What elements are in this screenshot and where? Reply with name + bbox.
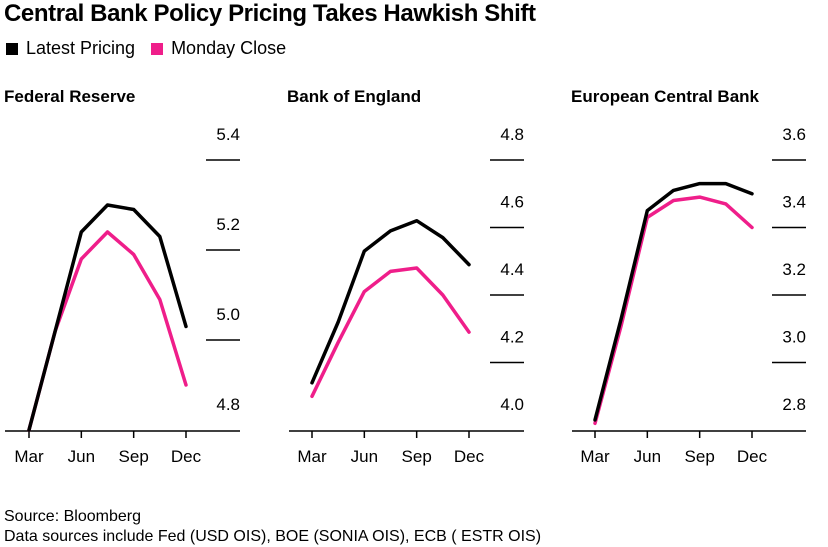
x-tick-label: Sep xyxy=(402,447,432,466)
y-tick-label: 4.8 xyxy=(216,395,240,414)
panel-title: Federal Reserve xyxy=(4,87,135,106)
legend: Latest Pricing Monday Close xyxy=(6,38,302,59)
y-tick-label: 4.0 xyxy=(500,395,524,414)
source-note: Source: Bloomberg Data sources include F… xyxy=(4,507,541,547)
y-tick-label: 4.8 xyxy=(500,125,524,144)
y-tick-label: 3.6 xyxy=(782,125,806,144)
x-tick-label: Mar xyxy=(14,447,44,466)
series-line-monday-close xyxy=(310,266,471,399)
series-line-latest-pricing xyxy=(27,203,188,432)
x-tick-label: Jun xyxy=(351,447,378,466)
y-tick-label: 5.2 xyxy=(216,215,240,234)
series-line-monday-close xyxy=(27,230,188,432)
x-tick-label: Dec xyxy=(171,447,202,466)
y-tick-label: 5.4 xyxy=(216,125,240,144)
chart-panel-1: Federal Reserve 5.4 5.2 5.0 4.8 Mar Jun Sep Dec xyxy=(4,87,240,466)
x-tick-label: Dec xyxy=(737,447,768,466)
x-tick-label: Jun xyxy=(68,447,95,466)
panel-title: Bank of England xyxy=(287,87,421,106)
source-line: Source: Bloomberg xyxy=(4,508,141,525)
x-tick-label: Sep xyxy=(685,447,715,466)
legend-item-monday-close: Monday Close xyxy=(151,38,286,59)
legend-label-latest-pricing: Latest Pricing xyxy=(26,38,136,58)
y-tick-label: 3.4 xyxy=(782,193,806,212)
legend-item-latest-pricing: Latest Pricing xyxy=(6,38,135,59)
y-tick-label: 3.2 xyxy=(782,260,806,279)
y-tick-label: 4.4 xyxy=(500,260,524,279)
chart-title: Central Bank Policy Pricing Takes Hawkis… xyxy=(4,0,536,27)
x-tick-label: Sep xyxy=(119,447,149,466)
legend-label-monday-close: Monday Close xyxy=(171,38,287,58)
chart-panel-3: European Central Bank 3.6 3.4 3.2 3.0 2.8 Mar J… xyxy=(571,87,806,466)
data-sources-line: Data sources include Fed (USD OIS), BOE … xyxy=(4,528,542,545)
y-tick-label: 2.8 xyxy=(782,395,806,414)
legend-swatch-latest-pricing xyxy=(6,42,18,55)
x-tick-label: Dec xyxy=(454,447,485,466)
x-tick-label: Mar xyxy=(297,447,327,466)
y-tick-label: 4.6 xyxy=(500,193,524,212)
series-line-latest-pricing xyxy=(593,181,754,422)
x-tick-label: Mar xyxy=(580,447,610,466)
y-tick-label: 4.2 xyxy=(500,328,524,347)
panel-title: European Central Bank xyxy=(571,87,760,106)
chart-panel-2: Bank of England 4.8 4.6 4.4 4.2 4.0 Mar Jun Sep D… xyxy=(287,87,524,466)
x-tick-label: Jun xyxy=(634,447,661,466)
y-tick-label: 3.0 xyxy=(782,328,806,347)
series-line-latest-pricing xyxy=(310,218,471,385)
y-tick-label: 5.0 xyxy=(216,305,240,324)
legend-swatch-monday-close xyxy=(151,42,164,55)
series-line-monday-close xyxy=(593,195,754,426)
